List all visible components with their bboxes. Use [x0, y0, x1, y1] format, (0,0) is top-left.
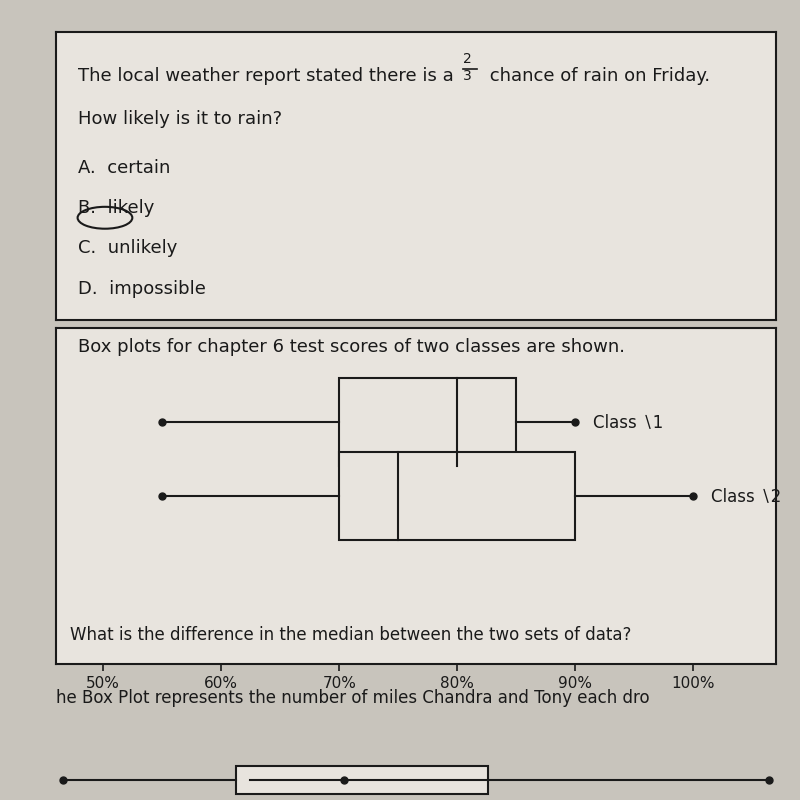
Text: chance of rain on Friday.: chance of rain on Friday.: [485, 66, 710, 85]
Text: D.  impossible: D. impossible: [78, 280, 206, 298]
Text: Class ∖1: Class ∖1: [593, 413, 663, 431]
Text: C.  unlikely: C. unlikely: [78, 239, 177, 258]
Text: B.  likely: B. likely: [78, 199, 154, 217]
FancyBboxPatch shape: [339, 452, 575, 540]
Text: he Box Plot represents the number of miles Chandra and Tony each dro: he Box Plot represents the number of mil…: [56, 689, 650, 707]
Text: Class ∖2: Class ∖2: [711, 487, 782, 505]
Text: How likely is it to rain?: How likely is it to rain?: [78, 110, 282, 128]
Text: Box plots for chapter 6 test scores of two classes are shown.: Box plots for chapter 6 test scores of t…: [78, 338, 625, 356]
Text: 2: 2: [462, 52, 471, 66]
Text: What is the difference in the median between the two sets of data?: What is the difference in the median bet…: [70, 626, 632, 644]
FancyBboxPatch shape: [339, 378, 516, 466]
Text: 3: 3: [462, 70, 471, 83]
Text: The local weather report stated there is a: The local weather report stated there is…: [78, 66, 459, 85]
Text: A.  certain: A. certain: [78, 158, 170, 177]
FancyBboxPatch shape: [236, 766, 488, 794]
